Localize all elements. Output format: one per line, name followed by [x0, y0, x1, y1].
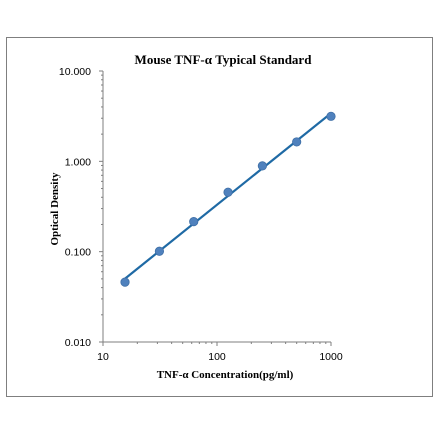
data-point	[154, 246, 165, 256]
y-tick-label: 0.100	[65, 247, 91, 259]
x-tick-label: 10	[97, 351, 109, 363]
data-point	[292, 137, 302, 147]
x-axis-label: TNF-α Concentration(pg/ml)	[157, 369, 294, 381]
y-axis-label: Optical Density	[49, 172, 61, 246]
chart-title: Mouse TNF-α Typical Standard	[135, 52, 313, 67]
x-tick-label: 1000	[319, 351, 343, 363]
y-tick-label: 10.000	[59, 66, 91, 78]
data-point	[257, 161, 267, 171]
chart-frame	[6, 37, 433, 397]
data-point	[223, 187, 233, 197]
y-tick-label: 1.000	[65, 156, 91, 168]
data-point	[120, 277, 130, 287]
plot-area: 0.010 0.100 1.000 10.000 10 100 1000	[59, 66, 343, 363]
y-tick-label: 0.010	[65, 337, 91, 349]
x-tick-label: 100	[208, 351, 226, 363]
data-point	[326, 111, 336, 121]
data-point	[189, 217, 199, 227]
